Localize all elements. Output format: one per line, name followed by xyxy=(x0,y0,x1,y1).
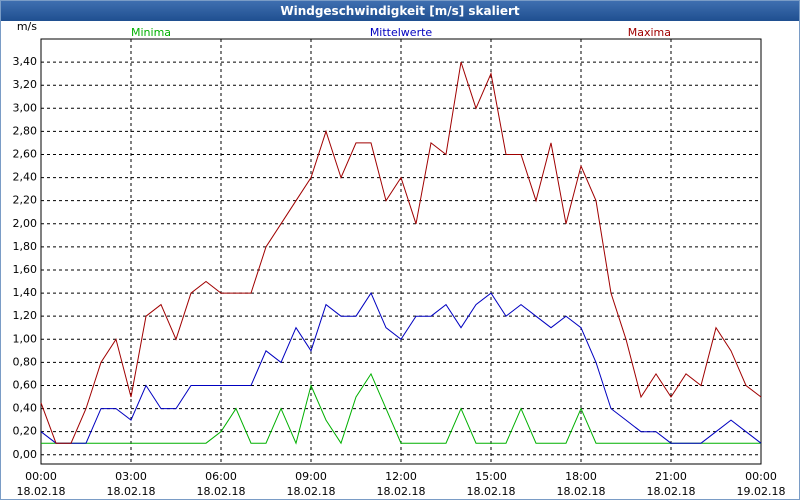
x-tick-date: 18.02.18 xyxy=(647,485,696,498)
x-tick-label: 00:00 xyxy=(25,470,57,483)
y-tick-label: 1,40 xyxy=(13,286,38,299)
x-tick-label: 12:00 xyxy=(385,470,417,483)
x-tick-label: 06:00 xyxy=(205,470,237,483)
legend-entry: Maxima xyxy=(628,26,671,39)
x-tick-label: 09:00 xyxy=(295,470,327,483)
series-line xyxy=(40,292,762,444)
y-tick-label: 0,40 xyxy=(13,402,38,415)
series-line xyxy=(40,61,762,444)
x-tick-date: 18.02.18 xyxy=(107,485,156,498)
y-tick-label: 1,60 xyxy=(13,263,38,276)
x-tick-date: 18.02.18 xyxy=(377,485,426,498)
chart: m/s 0,00 0,20 0,40 0,60 0,80 1,00 1,20 1,40 1,60… xyxy=(13,21,786,498)
x-tick-date: 18.02.18 xyxy=(287,485,336,498)
y-axis-label: m/s xyxy=(17,21,37,33)
legend-entry: Minima xyxy=(131,26,171,39)
x-tick-label: 18:00 xyxy=(565,470,597,483)
x-tick-date: 18.02.18 xyxy=(17,485,66,498)
x-tick-label: 00:00 xyxy=(745,470,777,483)
x-tick-label: 03:00 xyxy=(115,470,147,483)
x-tick-date: 18.02.18 xyxy=(197,485,246,498)
y-tick-label: 3,20 xyxy=(13,78,38,91)
y-tick-label: 0,60 xyxy=(13,378,38,391)
x-tick-date: 18.02.18 xyxy=(467,485,516,498)
y-tick-label: 0,20 xyxy=(13,425,38,438)
y-tick-label: 2,20 xyxy=(13,194,38,207)
chart-title: Windgeschwindigkeit [m/s] skaliert xyxy=(1,1,799,21)
legend-entry: Mittelwerte xyxy=(370,26,433,39)
y-tick-label: 0,00 xyxy=(13,448,38,461)
x-tick-label: 21:00 xyxy=(655,470,687,483)
x-tick-date: 18.02.18 xyxy=(557,485,606,498)
y-tick-label: 2,40 xyxy=(13,171,38,184)
y-tick-label: 2,00 xyxy=(13,217,38,230)
y-tick-label: 2,80 xyxy=(13,124,38,137)
y-tick-label: 3,40 xyxy=(13,55,38,68)
x-tick-label: 15:00 xyxy=(475,470,507,483)
y-tick-label: 0,80 xyxy=(13,355,38,368)
x-tick-date: 19.02.18 xyxy=(737,485,786,498)
y-tick-label: 2,60 xyxy=(13,147,38,160)
y-tick-label: 3,00 xyxy=(13,101,38,114)
y-tick-label: 1,20 xyxy=(13,309,38,322)
series-line xyxy=(41,372,761,445)
y-tick-label: 1,00 xyxy=(13,332,38,345)
y-tick-label: 1,80 xyxy=(13,240,38,253)
